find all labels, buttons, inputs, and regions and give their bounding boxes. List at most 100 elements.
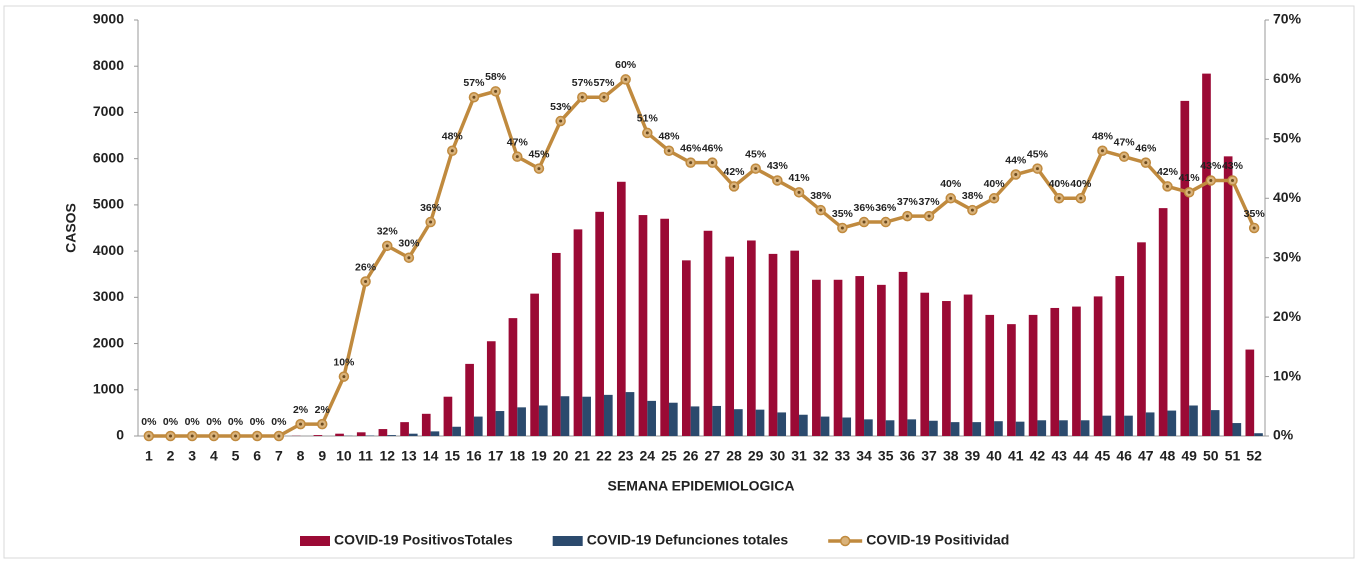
bar <box>963 294 973 436</box>
point-dot <box>884 220 888 224</box>
data-label: 0% <box>185 416 201 428</box>
bar <box>1115 276 1125 436</box>
x-tick-label: 12 <box>379 448 395 464</box>
data-label: 0% <box>271 416 287 428</box>
x-tick-label: 51 <box>1225 448 1241 464</box>
data-label: 41% <box>1179 172 1201 184</box>
point-dot <box>905 214 909 218</box>
x-tick-label: 39 <box>965 448 981 464</box>
x-tick-label: 2 <box>167 448 175 464</box>
data-label: 26% <box>355 261 377 273</box>
x-tick-label: 5 <box>232 448 240 464</box>
bar <box>812 279 821 436</box>
bar <box>538 405 548 436</box>
x-tick-label: 40 <box>986 448 1002 464</box>
bar <box>920 292 930 436</box>
y2-tick-label: 50% <box>1273 130 1302 146</box>
bar <box>1167 410 1177 436</box>
point-dot <box>277 434 281 438</box>
data-label: 38% <box>962 190 984 202</box>
point-dot <box>1079 196 1083 200</box>
data-label: 41% <box>789 172 811 184</box>
bar <box>1180 100 1190 436</box>
x-tick-label: 29 <box>748 448 764 464</box>
bar <box>725 256 735 436</box>
x-tick-label: 3 <box>188 448 196 464</box>
x-tick-label: 10 <box>336 448 352 464</box>
x-tick-label: 35 <box>878 448 894 464</box>
point-dot <box>1035 167 1039 171</box>
point-dot <box>1057 196 1061 200</box>
point-dot <box>407 256 411 260</box>
point-dot <box>190 434 194 438</box>
data-label: 37% <box>919 196 941 208</box>
bar <box>1158 208 1168 436</box>
bar <box>1223 156 1233 436</box>
x-tick-label: 25 <box>661 448 677 464</box>
point-dot <box>494 89 498 93</box>
data-label: 35% <box>832 208 854 220</box>
data-label: 57% <box>572 77 594 89</box>
x-tick-label: 1 <box>145 448 153 464</box>
bar <box>1028 314 1038 436</box>
data-label: 47% <box>1114 136 1136 148</box>
bar <box>443 396 453 436</box>
x-tick-label: 27 <box>705 448 721 464</box>
point-dot <box>385 244 389 248</box>
data-label: 42% <box>1157 166 1179 178</box>
bar <box>551 252 561 436</box>
data-label: 10% <box>333 356 355 368</box>
point-dot <box>515 155 519 159</box>
data-label: 60% <box>615 59 637 71</box>
bar <box>777 412 787 436</box>
bar <box>842 417 852 436</box>
x-tick-label: 46 <box>1116 448 1132 464</box>
data-label: 48% <box>658 131 680 143</box>
bar <box>985 314 995 436</box>
bar <box>864 419 873 436</box>
data-label: 43% <box>1222 160 1244 172</box>
point-dot <box>364 279 368 283</box>
y2-tick-label: 10% <box>1273 367 1302 383</box>
x-tick-label: 47 <box>1138 448 1154 464</box>
bar <box>1189 405 1198 436</box>
point-dot <box>1165 184 1169 188</box>
bar <box>833 279 843 436</box>
x-tick-label: 44 <box>1073 448 1089 464</box>
point-dot <box>775 178 779 182</box>
x-axis-title: SEMANA EPIDEMIOLOGICA <box>608 478 795 494</box>
data-label: 42% <box>724 166 746 178</box>
data-label: 32% <box>377 226 399 238</box>
x-tick-label: 21 <box>575 448 591 464</box>
x-tick-label: 19 <box>531 448 547 464</box>
data-label: 40% <box>940 178 962 190</box>
data-label: 43% <box>1200 160 1222 172</box>
point-dot <box>732 184 736 188</box>
bar <box>1059 420 1068 436</box>
bar <box>660 218 669 436</box>
data-label: 53% <box>550 101 572 113</box>
bar <box>681 260 691 436</box>
bar <box>668 402 678 436</box>
x-tick-label: 7 <box>275 448 283 464</box>
y-tick-label: 9000 <box>93 11 124 27</box>
x-tick-label: 23 <box>618 448 634 464</box>
legend-label: COVID-19 PositivosTotales <box>334 532 513 548</box>
point-dot <box>710 161 714 165</box>
data-label: 2% <box>293 404 309 416</box>
bar <box>1210 410 1220 436</box>
point-dot <box>1100 149 1104 153</box>
bar <box>942 301 951 436</box>
x-tick-label: 48 <box>1160 448 1176 464</box>
point-dot <box>299 422 303 426</box>
bar <box>1093 296 1103 436</box>
point-dot <box>754 167 758 171</box>
y2-tick-label: 70% <box>1273 11 1302 27</box>
point-dot <box>342 375 346 379</box>
bar <box>790 250 800 436</box>
point-dot <box>1252 226 1256 230</box>
bar <box>1080 420 1090 436</box>
data-label: 0% <box>250 416 266 428</box>
x-tick-label: 50 <box>1203 448 1219 464</box>
point-dot <box>797 190 801 194</box>
